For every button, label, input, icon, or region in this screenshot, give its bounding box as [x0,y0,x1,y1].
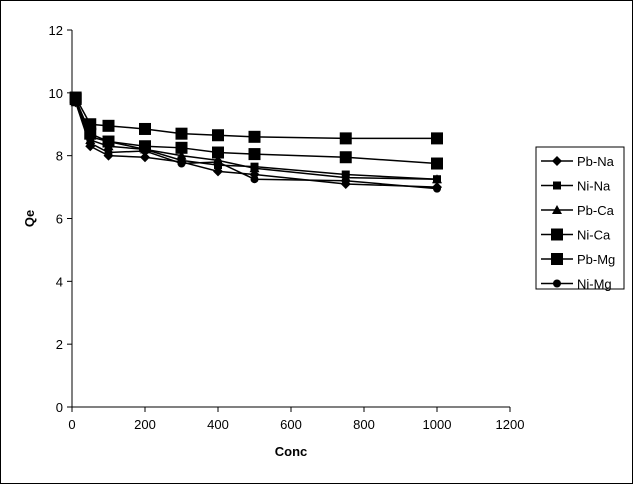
data-point-ni-mg [250,175,259,184]
series-ni-mg [71,98,441,193]
data-point-pb-mg [175,141,188,154]
data-point-ni-mg [86,139,95,148]
data-point-ni-mg [71,98,80,107]
legend-marker-pb-ca [552,205,562,214]
legend-marker-ni-ca [551,228,563,241]
legend-item-pb-ca: Pb-Ca [541,203,615,218]
data-point-ni-ca [175,127,188,140]
x-tick-label: 1200 [496,417,525,432]
x-tick-label: 800 [353,417,375,432]
y-tick-label: 4 [56,274,63,289]
data-point-pb-mg [431,157,443,170]
legend-marker-ni-mg [553,279,561,288]
legend-label-pb-na: Pb-Na [577,154,615,169]
data-point-ni-ca [102,119,115,132]
data-point-ni-ca [431,132,443,145]
axes: 0 2 4 6 8 10 12 0 200 400 600 800 1000 1200 [49,23,525,432]
legend-item-ni-ca: Ni-Ca [541,228,611,243]
data-point-pb-na [140,152,150,163]
legend-item-pb-mg: Pb-Mg [541,252,615,267]
data-point-ni-mg [177,159,186,168]
x-axis-title: Conc [275,444,308,459]
data-point-pb-ca [249,163,260,173]
series-ni-ca [69,91,443,145]
legend: Pb-Na Ni-Na Pb-Ca Ni-Ca Pb-Mg Ni-Mg [535,146,625,292]
data-point-pb-mg [212,146,224,159]
legend-marker-pb-na [552,156,562,166]
legend-item-pb-na: Pb-Na [541,154,615,169]
series-layer [69,91,443,193]
data-point-pb-mg [339,151,352,164]
legend-label-pb-mg: Pb-Mg [577,252,615,267]
y-tick-label: 0 [56,400,63,415]
legend-item-ni-mg: Ni-Mg [541,277,612,292]
data-point-ni-mg [141,146,149,155]
data-point-pb-mg [102,135,115,148]
x-tick-label: 0 [68,417,75,432]
legend-label-ni-ca: Ni-Ca [577,228,611,243]
data-point-ni-mg [104,148,113,157]
legend-label-ni-mg: Ni-Mg [577,277,612,292]
legend-item-ni-na: Ni-Na [541,179,611,194]
y-tick-label: 6 [56,212,63,227]
legend-marker-ni-na [553,181,561,190]
data-point-pb-ca [432,174,442,184]
y-tick-label: 10 [49,86,63,101]
legend-label-pb-ca: Pb-Ca [577,203,615,218]
data-point-ni-ca [339,132,352,145]
legend-label-ni-na: Ni-Na [577,179,611,194]
x-tick-label: 1000 [423,417,452,432]
legend-box [535,146,625,290]
series-pb-mg [69,93,443,170]
data-point-ni-mg [433,184,441,193]
data-point-pb-mg [248,148,261,161]
legend-marker-pb-mg [551,253,563,265]
y-tick-label: 12 [49,23,63,38]
data-point-ni-ca [139,122,151,135]
data-point-ni-ca [248,130,261,143]
y-tick-label: 2 [56,337,63,352]
data-point-ni-mg [214,157,222,166]
y-axis-title: Qe [22,210,37,227]
x-tick-label: 600 [280,417,302,432]
data-point-ni-mg [341,176,350,185]
y-tick-label: 8 [56,149,63,164]
x-tick-label: 200 [134,417,156,432]
data-point-ni-ca [212,129,224,142]
data-point-pb-ca [176,150,187,160]
x-tick-label: 400 [207,417,229,432]
